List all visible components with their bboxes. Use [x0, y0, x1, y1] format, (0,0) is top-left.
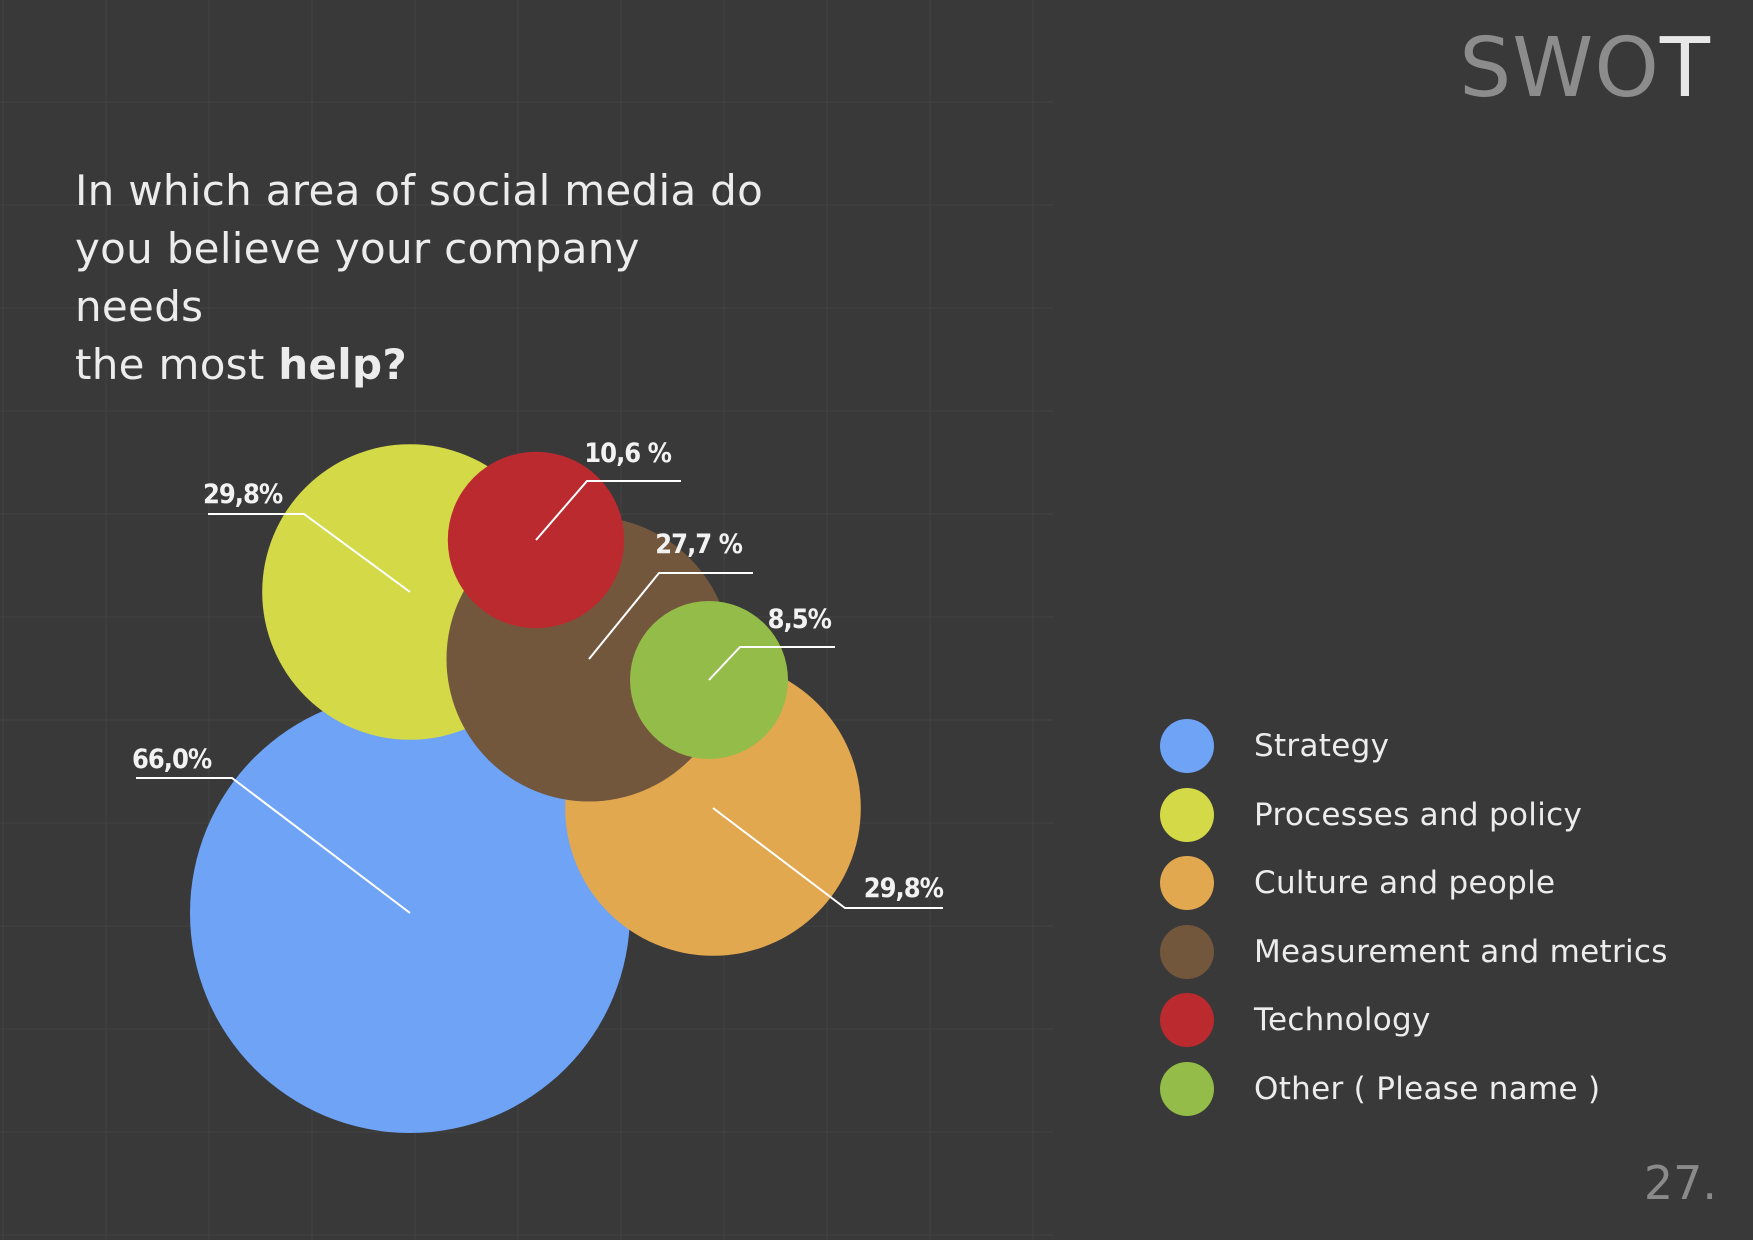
leader-line: [535, 480, 681, 541]
question-line-1: In which area of social media do: [75, 166, 764, 215]
question-emphasis: help?: [278, 340, 408, 389]
legend-swatch: [1160, 993, 1214, 1048]
data-label: 10,6 %: [584, 438, 671, 469]
legend-item: Technology: [1160, 986, 1668, 1055]
legend-swatch: [1160, 719, 1214, 774]
legend-item: Measurement and metrics: [1160, 918, 1668, 987]
legend-label: Strategy: [1254, 728, 1390, 765]
legend-label: Processes and policy: [1254, 796, 1583, 833]
question-heading: In which area of social media do you bel…: [75, 162, 775, 394]
page-number: 27.: [1643, 1156, 1717, 1210]
data-label: 29,8%: [864, 873, 944, 904]
question-line-3: the most help?: [75, 336, 775, 394]
legend-item: Culture and people: [1160, 849, 1668, 918]
data-label: 8,5%: [768, 604, 832, 635]
section-title: SWOT: [1459, 28, 1711, 110]
legend-label: Other ( Please name ): [1254, 1070, 1601, 1107]
leader-line: [708, 646, 835, 681]
data-label: 66,0%: [132, 744, 212, 775]
leader-line: [208, 513, 411, 593]
legend-label: Technology: [1254, 1002, 1431, 1039]
question-line-3-prefix: the most: [75, 340, 279, 389]
legend-item: Processes and policy: [1160, 781, 1668, 850]
data-label: 29,8%: [203, 479, 283, 510]
leader-line: [712, 807, 943, 909]
leader-line: [588, 572, 753, 660]
legend-swatch: [1160, 856, 1214, 911]
legend-item: Other ( Please name ): [1160, 1055, 1668, 1124]
legend-swatch: [1160, 924, 1214, 979]
legend-label: Culture and people: [1254, 865, 1556, 902]
data-label: 27,7 %: [655, 529, 742, 560]
legend-swatch: [1160, 1061, 1214, 1116]
section-title-main: SWO: [1459, 21, 1660, 116]
legend-swatch: [1160, 787, 1214, 842]
leader-line: [136, 777, 411, 914]
bubble-chart: 66,0% 29,8% 29,8% 27,7 % 10,6 % 8,5%: [132, 438, 945, 1133]
question-line-2: you believe your company needs: [75, 224, 640, 331]
chart-legend: Strategy Processes and policy Culture and …: [1160, 712, 1668, 1123]
section-title-last: T: [1659, 21, 1711, 116]
legend-item: Strategy: [1160, 712, 1668, 781]
legend-label: Measurement and metrics: [1254, 933, 1668, 970]
